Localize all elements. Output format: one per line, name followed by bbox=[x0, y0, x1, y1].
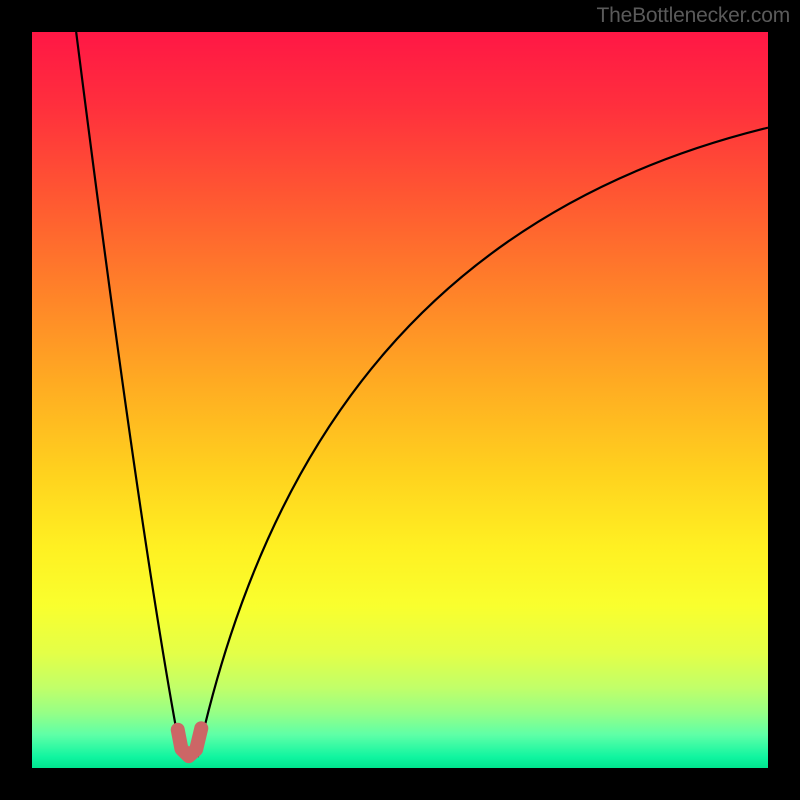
bottleneck-chart bbox=[0, 0, 800, 800]
attribution-label: TheBottlenecker.com bbox=[597, 4, 790, 28]
gradient-background bbox=[32, 32, 768, 768]
chart-container: TheBottlenecker.com bbox=[0, 0, 800, 800]
